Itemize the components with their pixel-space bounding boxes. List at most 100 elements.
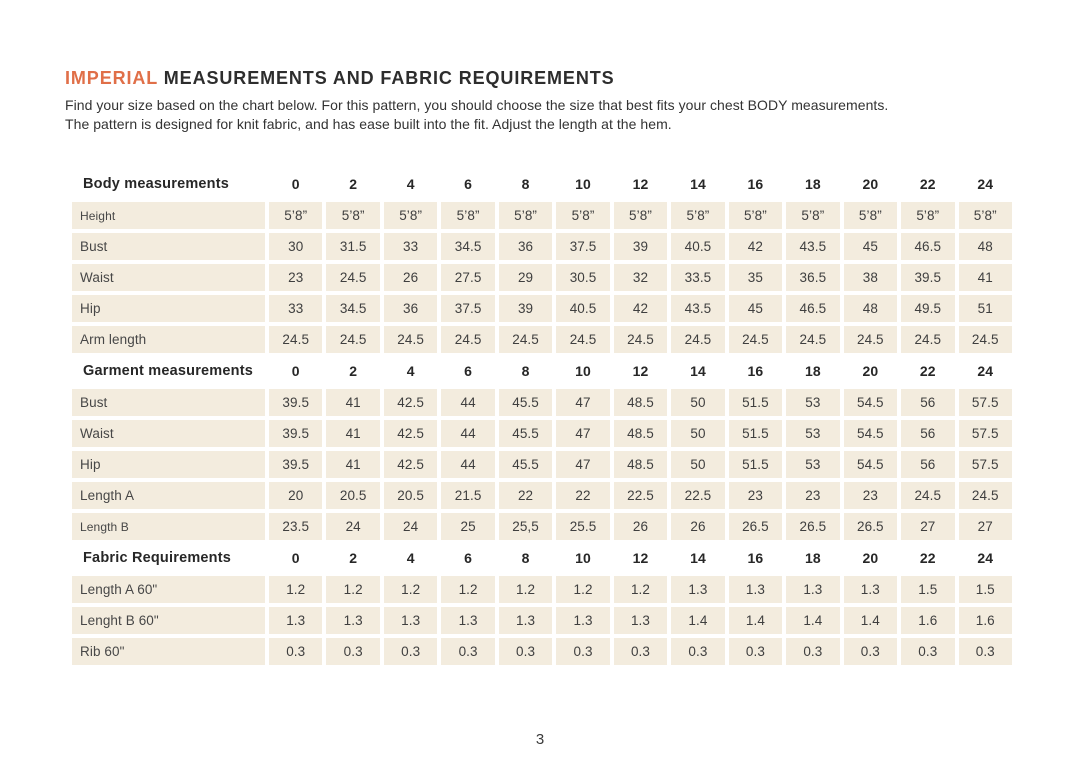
value-cell: 49.5 <box>901 295 955 322</box>
size-header-cell: 2 <box>349 176 358 192</box>
value-cell: 50 <box>671 420 725 447</box>
value-cell: 23 <box>728 482 783 509</box>
value-cell: 1.3 <box>326 607 380 634</box>
value-cell: 1.6 <box>901 607 955 634</box>
size-header-cell: 10 <box>575 363 591 379</box>
value-cell: 0.3 <box>383 638 438 665</box>
value-cell: 24.5 <box>326 326 380 353</box>
value-cell: 42.5 <box>383 389 438 416</box>
value-cell: 0.3 <box>843 638 898 665</box>
value-cell: 23.5 <box>269 513 323 540</box>
value-cell: 40.5 <box>556 295 610 322</box>
value-cell: 56 <box>901 389 955 416</box>
table-row: Hip 33 34.5 36 37.5 39 40.5 42 43.5 45 46.5 48 49.5 5… <box>72 295 1012 322</box>
row-label: Height <box>72 202 265 229</box>
value-cell: 23 <box>786 482 840 509</box>
value-cell: 45 <box>843 233 898 260</box>
value-cell: 41 <box>326 420 380 447</box>
row-label: Rib 60" <box>72 638 265 665</box>
value-cell: 24.5 <box>383 326 438 353</box>
size-header-cell: 8 <box>521 363 530 379</box>
value-cell: 53 <box>786 420 840 447</box>
size-header-cell: 18 <box>804 550 821 566</box>
size-header-cell: 24 <box>977 176 994 192</box>
row-label: Length A 60" <box>72 576 265 603</box>
value-cell: 5’8” <box>958 202 1012 229</box>
value-cell: 1.2 <box>383 576 438 603</box>
value-cell: 36 <box>383 295 438 322</box>
value-cell: 0.3 <box>269 638 323 665</box>
intro-line-2: The pattern is designed for knit fabric,… <box>65 115 672 132</box>
value-cell: 24.5 <box>441 326 495 353</box>
value-cell: 38 <box>843 264 898 291</box>
value-cell: 1.5 <box>901 576 955 603</box>
value-cell: 25,5 <box>498 513 553 540</box>
value-cell: 1.2 <box>269 576 323 603</box>
size-header-cell: 4 <box>406 550 415 566</box>
page-header: IMPERIAL MEASUREMENTS AND FABRIC REQUIRE… <box>0 0 1080 133</box>
value-cell: 50 <box>671 389 725 416</box>
table-row: Waist 23 24.5 26 27.5 29 30.5 32 33.5 35 36.5 38 39.… <box>72 264 1012 291</box>
value-cell: 26.5 <box>786 513 840 540</box>
size-header-cell: 6 <box>464 176 473 192</box>
value-cell: 24.5 <box>901 326 955 353</box>
value-cell: 30.5 <box>556 264 610 291</box>
section-header-row: Body measurements 0 2 4 6 8 10 12 14 16 18 20 22 24 <box>72 170 1012 198</box>
value-cell: 5’8” <box>728 202 783 229</box>
value-cell: 48.5 <box>613 389 668 416</box>
size-header-cell: 16 <box>747 176 764 192</box>
value-cell: 51.5 <box>728 420 783 447</box>
row-label: Bust <box>72 389 265 416</box>
value-cell: 1.5 <box>958 576 1012 603</box>
value-cell: 27.5 <box>441 264 495 291</box>
value-cell: 0.3 <box>958 638 1012 665</box>
value-cell: 0.3 <box>901 638 955 665</box>
value-cell: 24.5 <box>728 326 783 353</box>
value-cell: 29 <box>498 264 553 291</box>
value-cell: 25 <box>441 513 495 540</box>
value-cell: 1.6 <box>958 607 1012 634</box>
value-cell: 48.5 <box>613 451 668 478</box>
value-cell: 24 <box>383 513 438 540</box>
value-cell: 39 <box>613 233 668 260</box>
value-cell: 51.5 <box>728 389 783 416</box>
value-cell: 26 <box>383 264 438 291</box>
section-header-row: Garment measurements 0 2 4 6 8 10 12 14 16 18 20 22 2… <box>72 357 1012 385</box>
value-cell: 1.2 <box>326 576 380 603</box>
value-cell: 57.5 <box>958 389 1012 416</box>
value-cell: 5’8” <box>441 202 495 229</box>
value-cell: 5’8” <box>556 202 610 229</box>
size-header-cell: 0 <box>291 176 300 192</box>
value-cell: 39.5 <box>901 264 955 291</box>
table-row: Height 5’8” 5’8” 5’8” 5’8” 5’8” 5’8” 5’8” 5’8” 5’… <box>72 202 1012 229</box>
value-cell: 39.5 <box>269 420 323 447</box>
value-cell: 45.5 <box>498 451 553 478</box>
size-header-cell: 0 <box>291 363 300 379</box>
value-cell: 24.5 <box>269 326 323 353</box>
size-header-cell: 2 <box>349 363 358 379</box>
size-header-cell: 22 <box>919 363 936 379</box>
title-accent: IMPERIAL <box>65 68 158 88</box>
value-cell: 1.3 <box>843 576 898 603</box>
value-cell: 26 <box>671 513 725 540</box>
size-header-cell: 12 <box>632 550 649 566</box>
value-cell: 1.4 <box>728 607 783 634</box>
size-header-cell: 18 <box>804 176 821 192</box>
value-cell: 5’8” <box>786 202 840 229</box>
value-cell: 5’8” <box>901 202 955 229</box>
value-cell: 5’8” <box>613 202 668 229</box>
value-cell: 0.3 <box>613 638 668 665</box>
value-cell: 24 <box>326 513 380 540</box>
table-row: Lenght B 60" 1.3 1.3 1.3 1.3 1.3 1.3 1.3 1.4 1.4 1… <box>72 607 1012 634</box>
value-cell: 40.5 <box>671 233 725 260</box>
row-label: Length A <box>72 482 265 509</box>
size-header-cell: 16 <box>747 550 764 566</box>
size-header-cell: 6 <box>464 550 473 566</box>
value-cell: 53 <box>786 451 840 478</box>
value-cell: 1.2 <box>441 576 495 603</box>
row-label: Waist <box>72 420 265 447</box>
value-cell: 23 <box>843 482 898 509</box>
value-cell: 37.5 <box>556 233 610 260</box>
intro-paragraph: Find your size based on the chart below.… <box>65 96 1015 133</box>
value-cell: 33 <box>383 233 438 260</box>
